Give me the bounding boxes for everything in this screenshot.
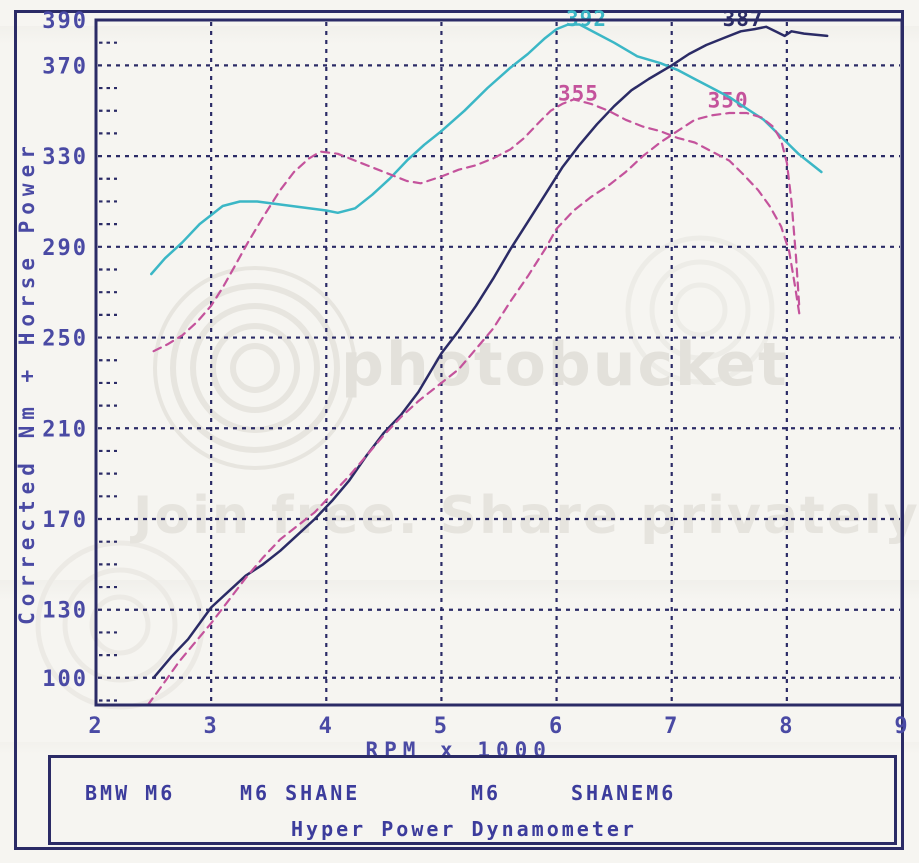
- watermark-rings-icon-faint: [35, 540, 205, 710]
- legend-item-run1: BMW M6: [85, 781, 176, 805]
- series-line-run2_nm: [152, 98, 801, 353]
- legend-item-run2: M6 SHANE: [240, 781, 361, 805]
- y-tick-label: 250: [42, 327, 88, 352]
- y-axis-title: Corrected Nm + Horse Power: [15, 140, 39, 625]
- y-tick-label: 210: [42, 417, 88, 442]
- series-line-run2_hp: [146, 111, 801, 707]
- y-tick-label: 290: [42, 236, 88, 261]
- x-tick-label: 8: [779, 714, 794, 739]
- x-tick-label: 6: [549, 714, 564, 739]
- y-tick-label: 100: [42, 667, 88, 692]
- series-line-run1_hp: [152, 25, 829, 680]
- x-tick-label: 3: [204, 714, 219, 739]
- legend-footer-title: Hyper Power Dynamometer: [291, 817, 637, 841]
- x-tick-label: 2: [88, 714, 103, 739]
- x-tick-label: 5: [434, 714, 449, 739]
- x-axis-title: RPM x 1000: [365, 738, 551, 762]
- x-tick-label: 4: [319, 714, 334, 739]
- y-tick-label: 370: [42, 54, 88, 79]
- y-tick-label: 130: [42, 599, 88, 624]
- legend-item-run4: SHANEM6: [571, 781, 677, 805]
- x-tick-label: 7: [664, 714, 679, 739]
- plot-border: [94, 18, 904, 707]
- y-tick-label: 330: [42, 145, 88, 170]
- series-line-run1_nm: [150, 23, 823, 276]
- watermark-rings-icon-faint: [625, 235, 775, 385]
- peak-label-350: 350: [708, 89, 749, 113]
- x-tick-label: 9: [894, 714, 909, 739]
- peak-label-355: 355: [558, 82, 599, 106]
- y-tick-label: 390: [42, 9, 88, 34]
- watermark-rings-icon: [153, 266, 357, 470]
- legend-box: BMW M6 M6 SHANE M6 SHANEM6 Hyper Power D…: [48, 755, 897, 845]
- y-tick-label: 170: [42, 508, 88, 533]
- legend-item-run3: M6: [471, 781, 502, 805]
